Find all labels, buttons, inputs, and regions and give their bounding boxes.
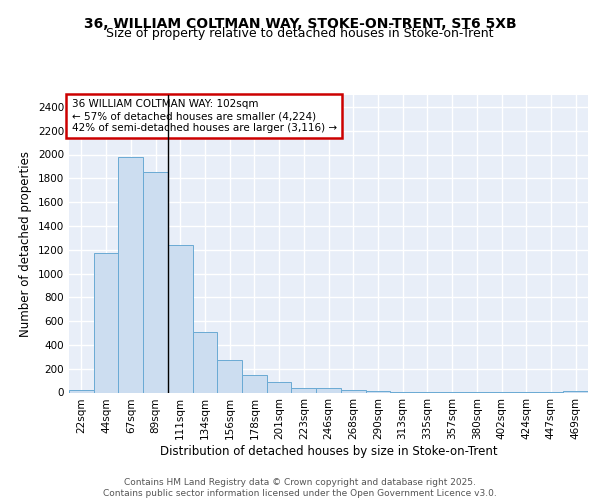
Bar	[168, 245, 193, 392]
Bar	[365, 390, 390, 392]
Text: Contains HM Land Registry data © Crown copyright and database right 2025.
Contai: Contains HM Land Registry data © Crown c…	[103, 478, 497, 498]
Bar	[267, 382, 292, 392]
Bar	[341, 390, 365, 392]
Bar	[193, 332, 217, 392]
Bar	[292, 388, 316, 392]
Bar	[143, 172, 168, 392]
Y-axis label: Number of detached properties: Number of detached properties	[19, 151, 32, 337]
Bar	[316, 388, 341, 392]
Text: Size of property relative to detached houses in Stoke-on-Trent: Size of property relative to detached ho…	[106, 28, 494, 40]
Bar	[242, 374, 267, 392]
X-axis label: Distribution of detached houses by size in Stoke-on-Trent: Distribution of detached houses by size …	[160, 445, 497, 458]
Bar	[94, 252, 118, 392]
Bar	[118, 158, 143, 392]
Text: 36, WILLIAM COLTMAN WAY, STOKE-ON-TRENT, ST6 5XB: 36, WILLIAM COLTMAN WAY, STOKE-ON-TRENT,…	[83, 18, 517, 32]
Bar	[563, 390, 588, 392]
Bar	[217, 360, 242, 392]
Bar	[69, 390, 94, 392]
Text: 36 WILLIAM COLTMAN WAY: 102sqm
← 57% of detached houses are smaller (4,224)
42% : 36 WILLIAM COLTMAN WAY: 102sqm ← 57% of …	[71, 100, 337, 132]
